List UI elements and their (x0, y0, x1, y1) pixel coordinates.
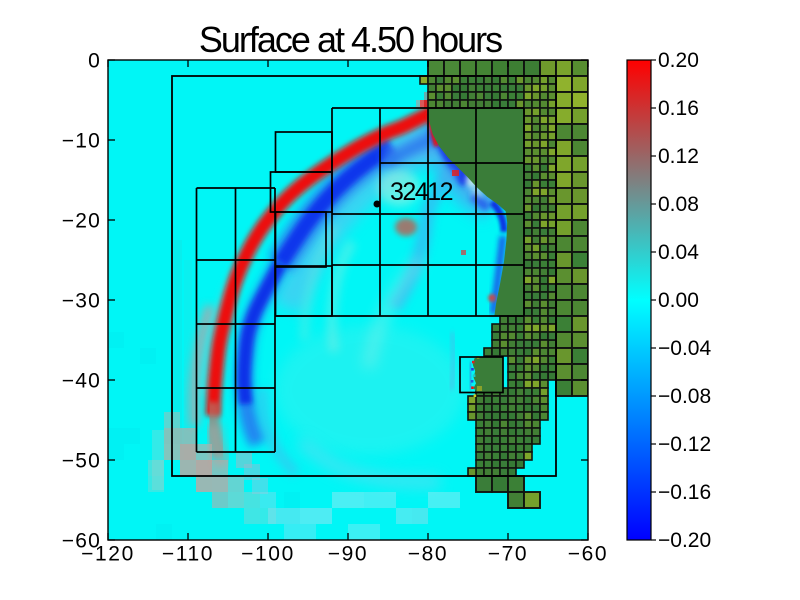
svg-text:−0.08: −0.08 (658, 385, 711, 408)
svg-text:−90: −90 (328, 543, 368, 566)
svg-text:−0.16: −0.16 (658, 481, 711, 504)
svg-text:−10: −10 (62, 130, 101, 153)
svg-text:−60: −60 (62, 530, 101, 553)
svg-text:Surface at 4.50 hours: Surface at 4.50 hours (199, 19, 502, 60)
svg-text:−0.20: −0.20 (658, 529, 711, 552)
svg-text:−50: −50 (62, 450, 101, 473)
svg-text:−60: −60 (568, 543, 608, 566)
svg-text:0.00: 0.00 (658, 289, 699, 312)
svg-text:−110: −110 (162, 543, 214, 566)
svg-text:0.04: 0.04 (658, 241, 699, 264)
svg-text:−120: −120 (81, 543, 135, 566)
svg-text:−80: −80 (408, 543, 448, 566)
svg-text:0.16: 0.16 (658, 97, 699, 120)
svg-text:−0.04: −0.04 (658, 337, 711, 360)
svg-text:−20: −20 (62, 210, 101, 233)
svg-text:−70: −70 (488, 543, 528, 566)
svg-text:−30: −30 (62, 290, 101, 313)
svg-text:−100: −100 (241, 543, 295, 566)
svg-text:32412: 32412 (390, 178, 453, 206)
svg-text:−0.12: −0.12 (658, 433, 711, 456)
svg-text:0.08: 0.08 (658, 193, 699, 216)
svg-text:−40: −40 (62, 370, 101, 393)
svg-text:0.12: 0.12 (658, 145, 699, 168)
svg-text:0: 0 (88, 50, 101, 73)
svg-text:0.20: 0.20 (658, 49, 699, 72)
